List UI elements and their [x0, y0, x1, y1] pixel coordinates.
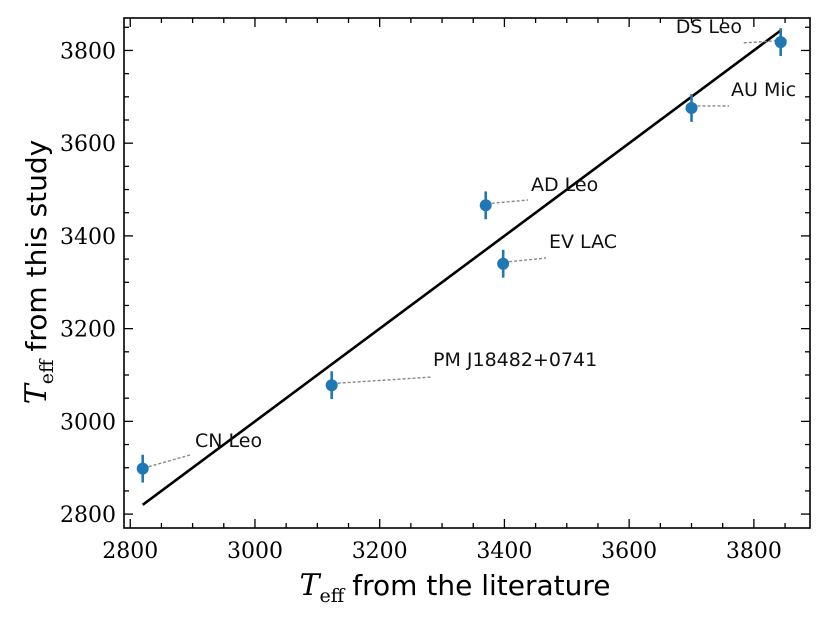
x-tick-label: 3200: [352, 539, 408, 564]
axis-tick-labels: 2800 3000 3200 3400 3600 3800 2800 3000 3200 3400…: [60, 39, 782, 564]
data-point: [685, 101, 698, 114]
y-axis-label: Tefffrom this study: [19, 140, 58, 404]
data-point: [136, 462, 149, 475]
y-tick-label: 3800: [60, 39, 116, 64]
label-leader: [337, 376, 433, 384]
x-tick-label: 3000: [227, 539, 283, 564]
point-labels: CN Leo PM J18482+0741 AD Leo EV LAC AU Mic DS…: [195, 16, 796, 452]
data-point: [325, 379, 338, 392]
x-tick-label: 2800: [102, 539, 158, 564]
y-tick-label: 3600: [60, 132, 116, 157]
y-tick-label: 3200: [60, 318, 116, 343]
point-label: DS Leo: [676, 16, 742, 38]
data-point: [774, 36, 787, 49]
data-points: [136, 28, 787, 483]
plot-frame: [123, 17, 811, 529]
x-tick-label: 3800: [726, 539, 782, 564]
axis-ticks: [124, 18, 810, 528]
x-axis-label: Teff from the literature: [300, 568, 611, 607]
point-label: PM J18482+0741: [433, 349, 597, 371]
label-leader: [509, 257, 547, 263]
y-tick-label: 2800: [60, 503, 116, 528]
fit-line: [141, 29, 782, 506]
x-tick-label: 3400: [476, 539, 532, 564]
y-tick-label: 3400: [60, 225, 116, 250]
label-leader: [491, 199, 529, 205]
point-label: AU Mic: [731, 79, 796, 101]
point-label: EV LAC: [549, 231, 617, 253]
y-tick-label: 3000: [60, 410, 116, 435]
fit-line-layer: [141, 29, 782, 506]
data-point: [497, 257, 510, 270]
point-label: CN Leo: [195, 430, 262, 452]
label-leaders: [148, 39, 787, 468]
data-point: [479, 199, 492, 212]
x-tick-label: 3600: [601, 539, 657, 564]
label-leader: [148, 454, 191, 468]
point-label: AD Leo: [531, 174, 598, 196]
